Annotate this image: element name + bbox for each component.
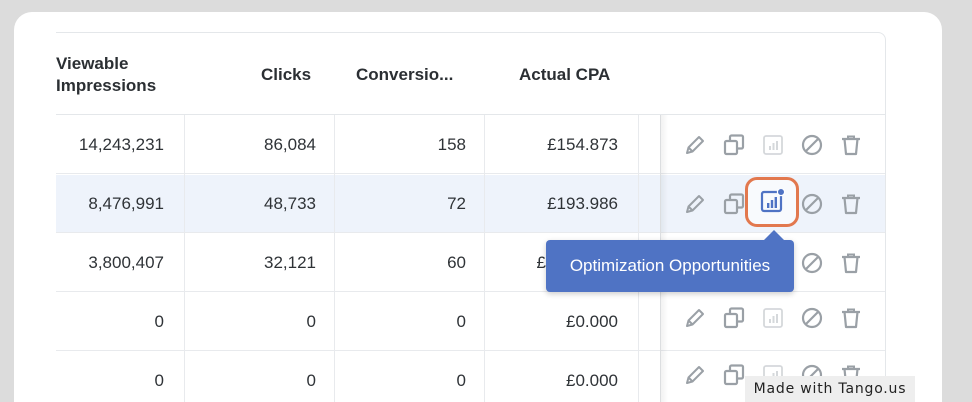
cell-clicks: 0 [306,371,316,390]
tango-watermark: Made with Tango.us [745,376,915,402]
trash-icon[interactable] [838,305,864,331]
header-clicks[interactable]: Clicks [261,65,312,84]
cell-viewable: 3,800,407 [88,253,164,272]
cell-cpa: £ [536,253,546,272]
column-divider [334,115,335,402]
cell-cpa: £0.000 [566,312,618,331]
trash-icon[interactable] [838,191,864,217]
cell-clicks: 86,084 [264,135,316,154]
block-icon[interactable] [799,132,825,158]
header-viewable-line1: Viewable [56,54,129,73]
cell-viewable: 14,243,231 [78,135,164,154]
cell-conversions: 72 [447,194,466,213]
copy-icon[interactable] [721,362,747,388]
cell-cpa: £154.873 [547,135,618,154]
tooltip-optimization-opportunities: Optimization Opportunities [546,230,794,292]
pencil-icon[interactable] [682,305,708,331]
cell-viewable: 8,476,991 [88,194,164,213]
trash-icon[interactable] [838,132,864,158]
cell-viewable: 0 [154,312,164,331]
cell-conversions: 158 [437,135,466,154]
pencil-icon[interactable] [682,132,708,158]
block-icon[interactable] [799,305,825,331]
pencil-icon[interactable] [682,191,708,217]
header-actual-cpa[interactable]: Actual CPA [519,65,611,84]
cell-clicks: 32,121 [264,253,316,272]
cell-viewable: 0 [154,371,164,390]
cell-cpa: £193.986 [547,194,618,213]
chart-icon[interactable] [760,132,786,158]
copy-icon[interactable] [721,191,747,217]
header-conversions[interactable]: Conversio... [356,65,454,84]
table-row: 0 0 0 £0.000 [56,352,885,402]
table-row: 14,243,231 86,084 158 £154.873 [56,116,885,174]
header-viewable-line2: Impressions [56,76,157,95]
copy-icon[interactable] [721,305,747,331]
table-row: 3,800,407 32,121 60 £ [56,234,885,292]
column-divider [484,115,485,402]
block-icon[interactable] [799,191,825,217]
trash-icon[interactable] [838,250,864,276]
cell-clicks: 0 [306,312,316,331]
column-divider [184,115,185,402]
pencil-icon[interactable] [682,362,708,388]
optimization-opportunities-icon[interactable] [759,189,785,215]
copy-icon[interactable] [721,132,747,158]
cell-conversions: 0 [456,371,466,390]
table-row: 0 0 0 £0.000 [56,293,885,351]
cell-cpa: £0.000 [566,371,618,390]
cell-conversions: 60 [447,253,466,272]
cell-conversions: 0 [456,312,466,331]
table-header: Viewable Impressions Clicks Conversio...… [56,33,885,115]
header-viewable-impressions[interactable]: Viewable Impressions [56,53,156,97]
cell-clicks: 48,733 [264,194,316,213]
block-icon[interactable] [799,250,825,276]
chart-icon[interactable] [760,305,786,331]
